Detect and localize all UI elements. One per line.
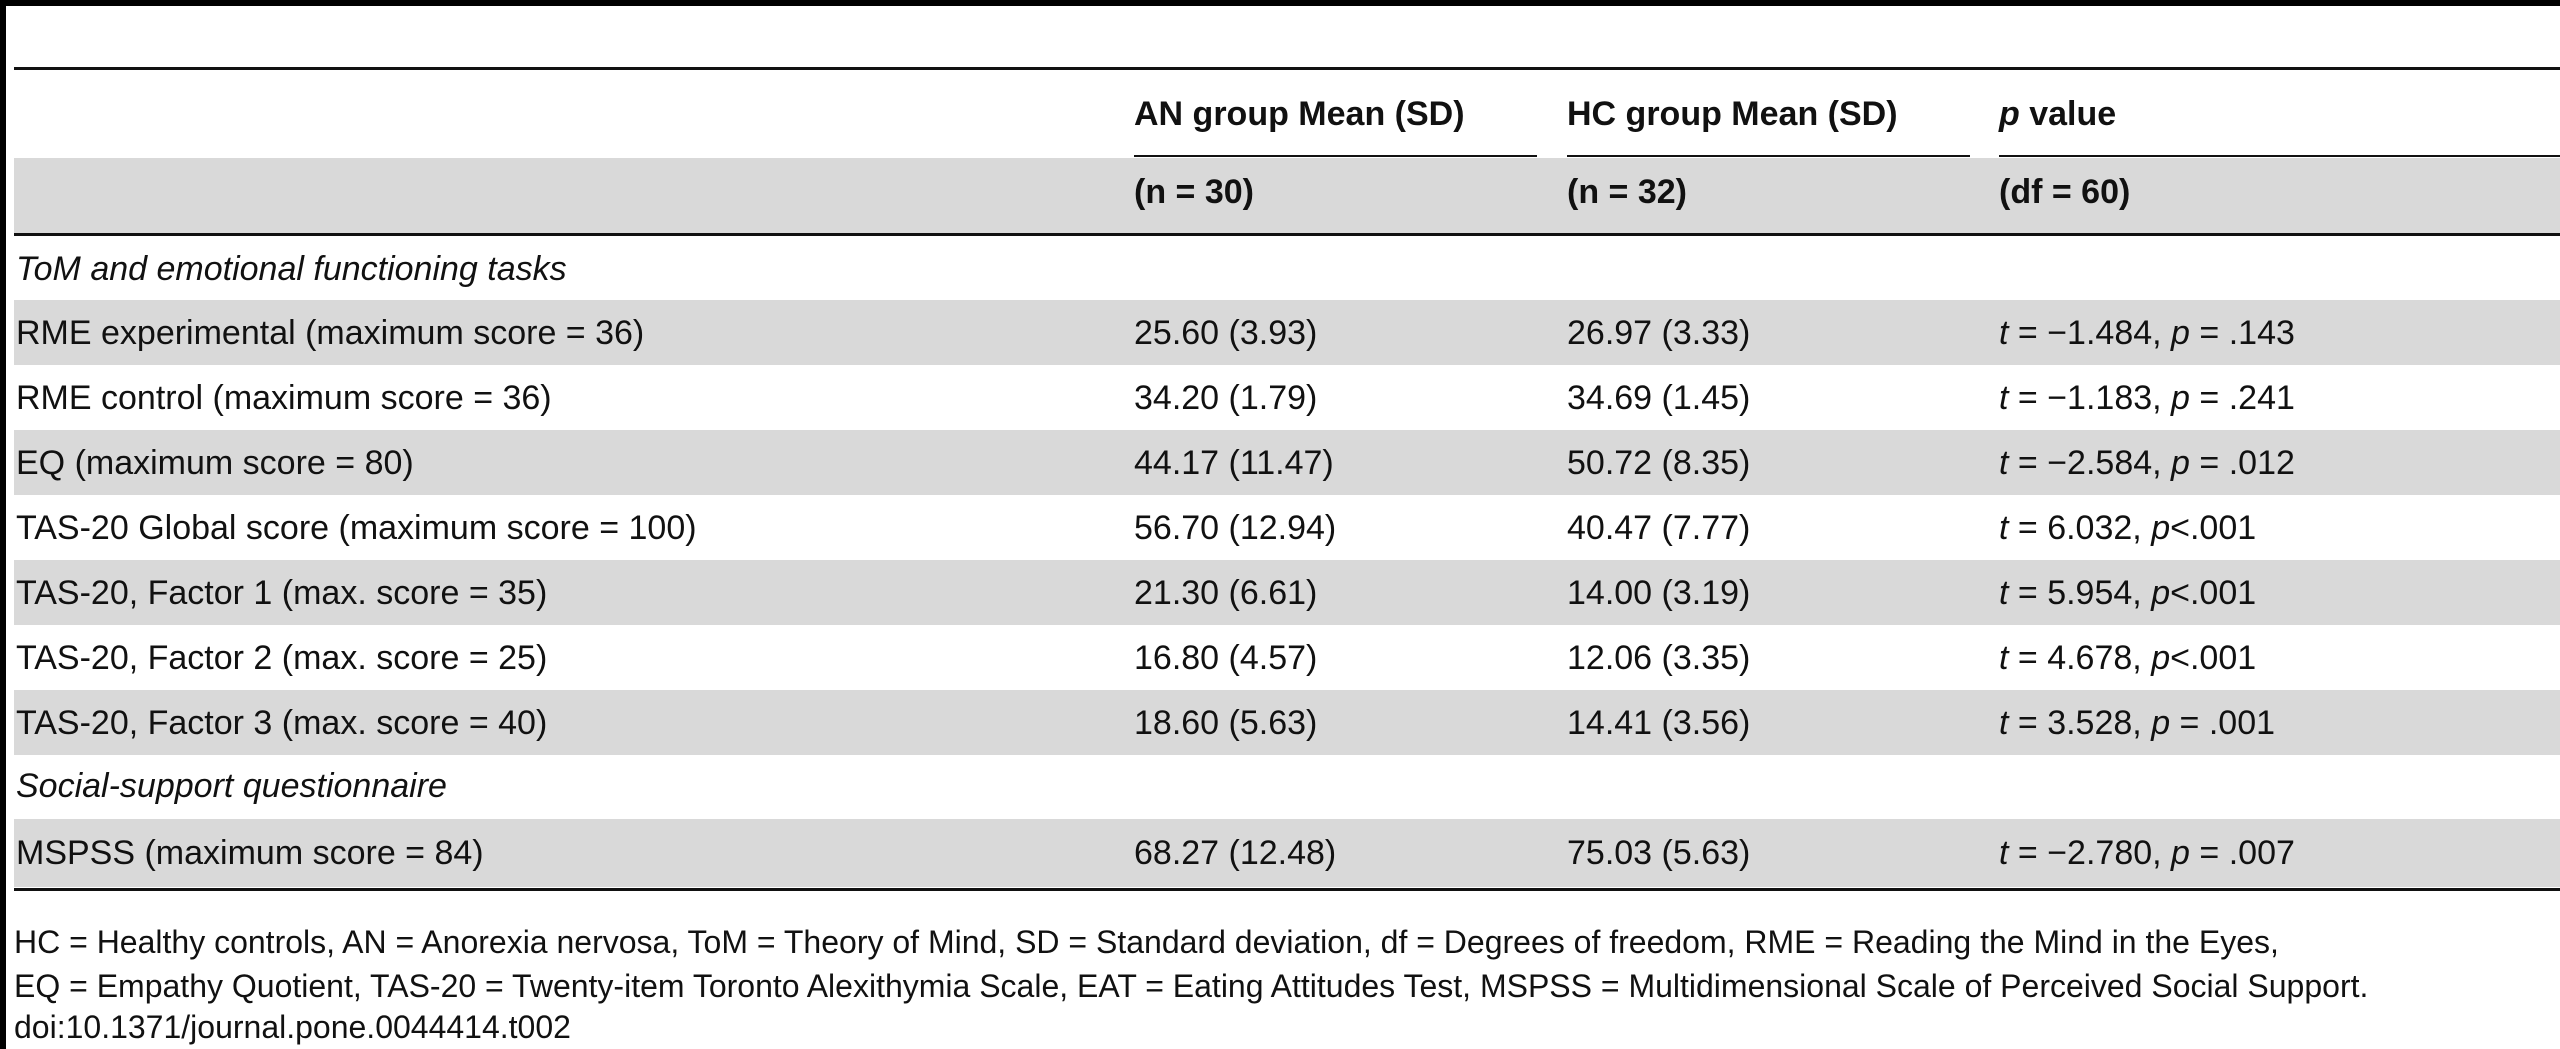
t-value: = 5.954, — [2008, 574, 2152, 612]
t-value: = −2.584, — [2008, 444, 2172, 482]
row-label: RME control (maximum score = 36) — [16, 379, 552, 417]
header-hc-group: HC group Mean (SD) — [1567, 95, 1898, 133]
row-an-value: 16.80 (4.57) — [1134, 639, 1318, 677]
t-symbol: t — [1999, 639, 2009, 677]
t-value: = −1.183, — [2008, 379, 2172, 417]
row-band-5 — [14, 560, 2560, 625]
header-an-underline — [1134, 155, 1537, 157]
t-value: = 4.678, — [2008, 639, 2152, 677]
header-subrow-band — [14, 158, 2560, 233]
row-test-stat: t = −2.584, p = .012 — [1999, 443, 2295, 483]
row-label: TAS-20 Global score (maximum score = 100… — [16, 509, 697, 547]
table-top-rule — [14, 67, 2560, 70]
row-test-stat: t = 6.032, p<.001 — [1999, 508, 2256, 548]
table-bottom-rule — [14, 888, 2560, 891]
p-symbol: p — [2151, 639, 2171, 677]
row-an-value: 56.70 (12.94) — [1134, 509, 1337, 547]
p-value: <.001 — [2170, 574, 2257, 612]
row-hc-value: 34.69 (1.45) — [1567, 379, 1751, 417]
header-hc-n: (n = 32) — [1567, 173, 1687, 211]
header-p-value: p value — [1999, 94, 2116, 134]
header-hc-underline — [1567, 155, 1970, 157]
row-band-3 — [14, 430, 2560, 495]
p-value: <.001 — [2170, 509, 2257, 547]
row-an-value: 34.20 (1.79) — [1134, 379, 1318, 417]
row-an-value: 18.60 (5.63) — [1134, 704, 1318, 742]
header-p-underline — [1999, 155, 2560, 157]
row-test-stat: t = 5.954, p<.001 — [1999, 573, 2256, 613]
row-hc-value: 14.00 (3.19) — [1567, 574, 1751, 612]
row-hc-value: 26.97 (3.33) — [1567, 314, 1751, 352]
footnote-line-1: HC = Healthy controls, AN = Anorexia ner… — [14, 924, 2279, 960]
p-value: = .001 — [2170, 704, 2276, 742]
row-label: RME experimental (maximum score = 36) — [16, 314, 645, 352]
t-symbol: t — [1999, 509, 2009, 547]
row-band-1 — [14, 300, 2560, 365]
row-test-stat: t = −1.183, p = .241 — [1999, 378, 2295, 418]
header-p-italic: p — [1999, 95, 2020, 133]
t-symbol: t — [1999, 574, 2009, 612]
row-band-8 — [14, 819, 2560, 887]
row-test-stat: t = 4.678, p<.001 — [1999, 638, 2256, 678]
doi-text: doi:10.1371/journal.pone.0044414.t002 — [14, 1009, 571, 1045]
row-an-value: 68.27 (12.48) — [1134, 834, 1337, 872]
p-value: = .007 — [2189, 834, 2295, 872]
t-value: = 3.528, — [2008, 704, 2152, 742]
left-frame-border — [0, 0, 6, 1049]
p-symbol: p — [2151, 704, 2171, 742]
p-symbol: p — [2151, 509, 2171, 547]
row-test-stat: t = −2.780, p = .007 — [1999, 833, 2295, 873]
p-value: = .143 — [2189, 314, 2295, 352]
row-an-value: 44.17 (11.47) — [1134, 444, 1334, 482]
header-p-rest: value — [2019, 95, 2117, 133]
t-symbol: t — [1999, 444, 2009, 482]
p-symbol: p — [2171, 379, 2190, 417]
p-symbol: p — [2151, 574, 2171, 612]
header-an-group: AN group Mean (SD) — [1134, 95, 1465, 133]
footnote-line-2: EQ = Empathy Quotient, TAS-20 = Twenty-i… — [14, 968, 2369, 1004]
section-social-heading: Social-support questionnaire — [16, 767, 447, 805]
row-hc-value: 75.03 (5.63) — [1567, 834, 1751, 872]
p-value: = .012 — [2189, 444, 2295, 482]
row-an-value: 25.60 (3.93) — [1134, 314, 1318, 352]
p-value: <.001 — [2170, 639, 2257, 677]
row-an-value: 21.30 (6.61) — [1134, 574, 1318, 612]
p-symbol: p — [2171, 834, 2190, 872]
top-frame-border — [0, 0, 2560, 6]
header-bottom-rule — [14, 233, 2560, 236]
row-hc-value: 12.06 (3.35) — [1567, 639, 1751, 677]
t-symbol: t — [1999, 379, 2009, 417]
row-test-stat: t = −1.484, p = .143 — [1999, 313, 2295, 353]
row-label: TAS-20, Factor 2 (max. score = 25) — [16, 639, 548, 677]
section-tom-heading: ToM and emotional functioning tasks — [16, 250, 567, 288]
row-label: EQ (maximum score = 80) — [16, 444, 414, 482]
t-symbol: t — [1999, 704, 2009, 742]
row-label: TAS-20, Factor 3 (max. score = 40) — [16, 704, 548, 742]
row-hc-value: 14.41 (3.56) — [1567, 704, 1751, 742]
row-test-stat: t = 3.528, p = .001 — [1999, 703, 2275, 743]
row-band-7 — [14, 690, 2560, 755]
t-value: = −1.484, — [2008, 314, 2172, 352]
header-an-n: (n = 30) — [1134, 173, 1254, 211]
header-df: (df = 60) — [1999, 173, 2131, 211]
t-symbol: t — [1999, 834, 2009, 872]
row-hc-value: 40.47 (7.77) — [1567, 509, 1751, 547]
t-symbol: t — [1999, 314, 2009, 352]
row-label: MSPSS (maximum score = 84) — [16, 834, 484, 872]
t-value: = 6.032, — [2008, 509, 2152, 547]
p-symbol: p — [2171, 314, 2190, 352]
t-value: = −2.780, — [2008, 834, 2172, 872]
row-hc-value: 50.72 (8.35) — [1567, 444, 1751, 482]
p-value: = .241 — [2189, 379, 2295, 417]
p-symbol: p — [2171, 444, 2190, 482]
row-label: TAS-20, Factor 1 (max. score = 35) — [16, 574, 548, 612]
